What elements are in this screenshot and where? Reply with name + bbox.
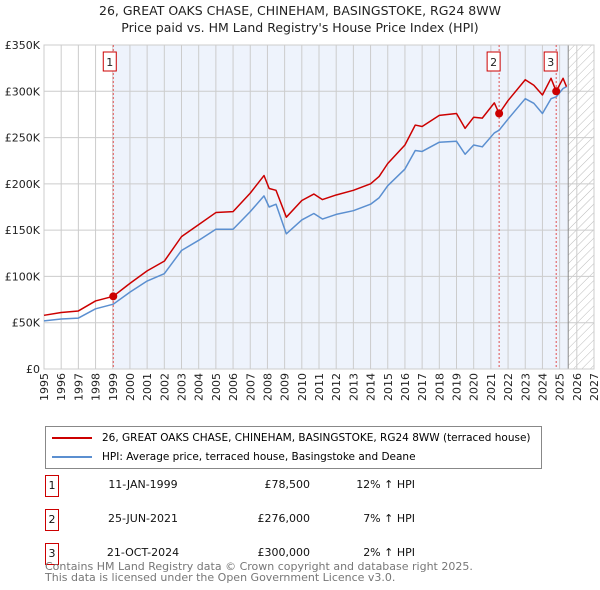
x-tick-label: 2026 (571, 373, 584, 401)
x-tick-label: 2009 (279, 373, 292, 401)
x-tick-label: 2003 (176, 373, 189, 401)
transaction-marker: 1 (45, 475, 59, 497)
plot-border (43, 44, 595, 370)
x-tick-label: 2021 (485, 373, 498, 401)
transaction-date: 11-JAN-1999 (108, 478, 178, 491)
property-series-line (43, 77, 568, 317)
hpi-series-line (43, 85, 567, 322)
x-tick-label: 2022 (502, 373, 515, 401)
sale-label-box (102, 51, 117, 72)
transaction-hpi: 2% ↑ HPI (363, 546, 415, 559)
y-tick-label: £150K (5, 224, 41, 237)
legend-item-property: 26, GREAT OAKS CHASE, CHINEHAM, BASINGST… (52, 430, 531, 446)
x-tick-label: 2014 (365, 373, 378, 401)
transaction-price: £300,000 (257, 546, 311, 559)
legend-swatch-red (52, 437, 92, 439)
sale-label: 1 (106, 56, 113, 69)
x-tick-label: 2015 (382, 373, 395, 401)
y-tick-label: £250K (5, 132, 41, 145)
transaction-marker: 3 (45, 543, 59, 565)
x-tick-label: 2016 (399, 373, 412, 401)
x-tick-label: 1999 (107, 373, 120, 401)
x-tick-label: 2027 (588, 373, 600, 401)
x-tick-label: 2017 (416, 373, 429, 401)
y-tick-label: £100K (5, 270, 41, 283)
legend-label: HPI: Average price, terraced house, Basi… (102, 451, 416, 463)
x-tick-label: 2004 (193, 373, 206, 401)
chart-subtitle: Price paid vs. HM Land Registry's House … (121, 20, 479, 35)
y-tick-label: £300K (5, 85, 41, 98)
legend-item-hpi: HPI: Average price, terraced house, Basi… (52, 449, 416, 465)
y-tick-label: £50K (12, 317, 41, 330)
sale-point (495, 109, 504, 118)
transaction-hpi: 7% ↑ HPI (363, 512, 415, 525)
x-tick-label: 2000 (124, 373, 137, 401)
y-tick-label: £200K (5, 178, 41, 191)
x-tick-label: 2013 (347, 373, 360, 401)
x-tick-label: 2007 (244, 373, 257, 401)
sale-point (552, 87, 561, 96)
transaction-date: 25-JUN-2021 (107, 512, 179, 525)
x-tick-label: 2012 (330, 373, 343, 401)
chart-title: 26, GREAT OAKS CHASE, CHINEHAM, BASINGST… (99, 3, 501, 18)
x-tick-label: 2008 (261, 373, 274, 401)
transaction-marker: 2 (45, 509, 59, 531)
footer-line: Contains HM Land Registry data © Crown c… (45, 560, 473, 573)
shaded-ownership-region (113, 45, 569, 369)
x-tick-label: 2024 (536, 373, 549, 401)
price-chart: 1995 1996 1997 1998 1999 2000 2001 2002 2003 2004… (5, 39, 600, 401)
legend-label: 26, GREAT OAKS CHASE, CHINEHAM, BASINGST… (102, 432, 531, 444)
x-tick-label: 2010 (296, 373, 309, 401)
legend: 26, GREAT OAKS CHASE, CHINEHAM, BASINGST… (45, 426, 542, 469)
x-tick-label: 2025 (554, 373, 567, 401)
x-tick-label: 2018 (433, 373, 446, 401)
x-tick-label: 2011 (313, 373, 326, 401)
x-tick-label: 2005 (210, 373, 223, 401)
x-tick-label: 2001 (141, 373, 154, 401)
y-tick-label: £0 (26, 363, 40, 376)
x-tick-label: 2002 (158, 373, 171, 401)
x-tick-label: 2023 (519, 373, 532, 401)
x-tick-label: 2020 (468, 373, 481, 401)
sale-label-box (486, 51, 501, 72)
x-tick-label: 1996 (55, 373, 68, 401)
future-hatched-region (568, 45, 594, 369)
transaction-price: £78,500 (264, 478, 311, 491)
sale-point (109, 292, 118, 301)
y-tick-label: £350K (5, 39, 41, 52)
x-tick-label: 1998 (90, 373, 103, 401)
footer: Contains HM Land Registry data © Crown c… (45, 561, 473, 583)
x-tick-label: 2019 (451, 373, 464, 401)
transaction-price: £276,000 (257, 512, 311, 525)
transaction-hpi: 12% ↑ HPI (356, 478, 415, 491)
transaction-date: 21-OCT-2024 (106, 546, 180, 559)
sale-label: 3 (547, 56, 554, 69)
sale-label-box (543, 51, 558, 72)
legend-swatch-blue (52, 456, 92, 458)
footer-line: This data is licensed under the Open Gov… (45, 571, 396, 584)
x-tick-label: 2006 (227, 373, 240, 401)
x-tick-label: 1997 (72, 373, 85, 401)
sale-label: 2 (490, 56, 497, 69)
x-tick-label: 1995 (38, 373, 51, 401)
